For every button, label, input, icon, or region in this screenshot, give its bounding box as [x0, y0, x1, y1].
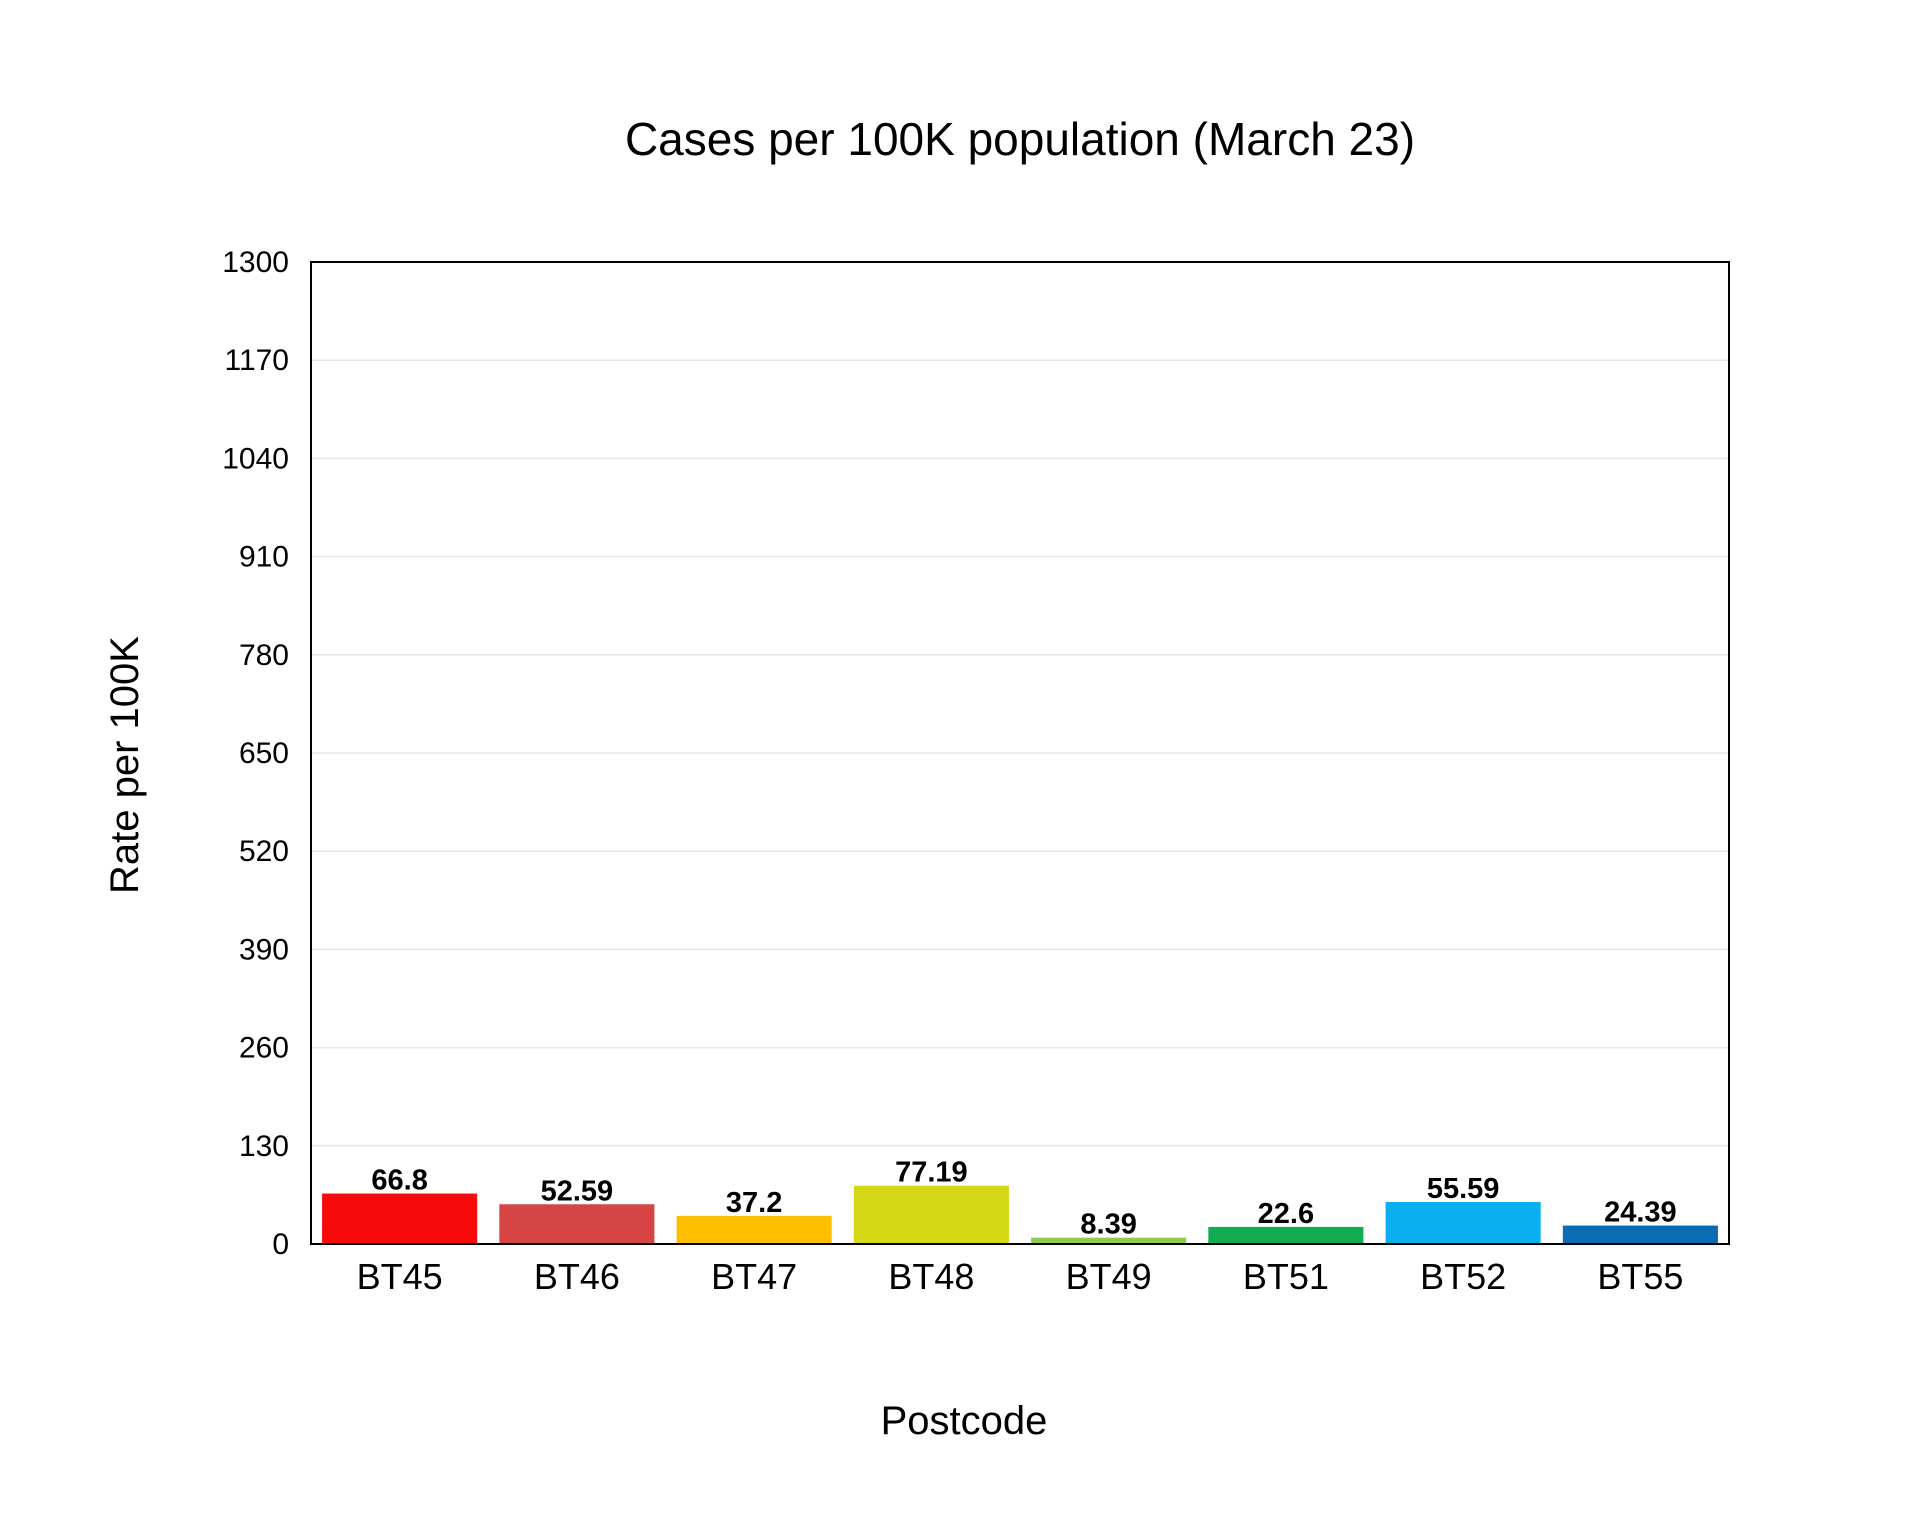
data-label: 52.59 [541, 1175, 614, 1207]
x-tick-label: BT47 [711, 1256, 797, 1297]
y-tick-label: 390 [239, 933, 289, 966]
bar-bt51 [1208, 1226, 1364, 1244]
grid-lines [311, 359, 1729, 1147]
x-tick-label: BT52 [1420, 1256, 1506, 1297]
y-tick-label: 520 [239, 835, 289, 868]
data-label: 66.8 [371, 1165, 427, 1197]
bar-bt49 [1031, 1237, 1187, 1244]
bar-bt46 [499, 1204, 655, 1244]
chart-title: Cases per 100K population (March 23) [625, 113, 1415, 165]
y-tick-label: 1300 [222, 246, 289, 279]
x-tick-label: BT55 [1597, 1256, 1683, 1297]
x-tick-label: BT49 [1066, 1256, 1152, 1297]
y-tick-label: 910 [239, 541, 289, 574]
y-axis-ticks: 0 130 260 390 520 650 780 910 1040 1170 1300 [222, 246, 289, 1261]
data-label: 8.39 [1080, 1209, 1136, 1241]
y-tick-label: 0 [272, 1228, 289, 1261]
data-label: 22.6 [1258, 1198, 1314, 1230]
x-tick-label: BT48 [888, 1256, 974, 1297]
bar-bt52 [1385, 1202, 1541, 1244]
y-tick-label: 780 [239, 639, 289, 672]
x-axis-ticks: BT45 BT46 BT47 BT48 BT49 BT51 BT52 BT55 [357, 1256, 1684, 1297]
data-label: 77.19 [895, 1157, 968, 1189]
plot-area-frame [310, 261, 1730, 1245]
bar-bt55 [1562, 1225, 1718, 1244]
y-tick-label: 260 [239, 1032, 289, 1065]
y-tick-label: 1040 [222, 442, 289, 475]
bar-bt48 [853, 1185, 1009, 1244]
y-tick-label: 130 [239, 1130, 289, 1163]
x-tick-label: BT46 [534, 1256, 620, 1297]
y-tick-label: 650 [239, 737, 289, 770]
y-axis-title: Rate per 100K [103, 636, 147, 894]
data-label: 55.59 [1427, 1173, 1500, 1205]
data-labels: 66.8 52.59 37.2 77.19 8.39 22.6 55.59 24.39 [371, 1157, 1676, 1241]
x-axis-title: Postcode [881, 1399, 1048, 1443]
x-tick-label: BT45 [357, 1256, 443, 1297]
data-label: 24.39 [1604, 1197, 1677, 1229]
x-tick-label: BT51 [1243, 1256, 1329, 1297]
bars [322, 1185, 1718, 1244]
bar-bt47 [676, 1215, 832, 1244]
data-label: 37.2 [726, 1187, 782, 1219]
bar-bt45 [322, 1193, 478, 1244]
y-tick-label: 1170 [224, 344, 289, 377]
